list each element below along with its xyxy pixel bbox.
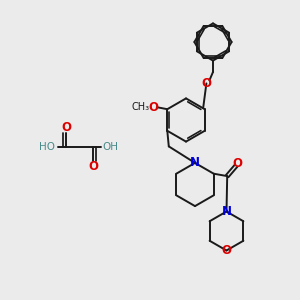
Text: N: N xyxy=(190,156,200,170)
Text: OH: OH xyxy=(102,142,119,152)
Text: O: O xyxy=(233,157,243,170)
Text: HO: HO xyxy=(38,142,55,152)
Text: O: O xyxy=(201,77,212,90)
Text: O: O xyxy=(88,160,98,173)
Text: CH₃: CH₃ xyxy=(131,102,149,112)
Text: N: N xyxy=(221,205,232,218)
Text: O: O xyxy=(61,121,71,134)
Text: O: O xyxy=(149,101,159,114)
Text: O: O xyxy=(221,244,232,257)
